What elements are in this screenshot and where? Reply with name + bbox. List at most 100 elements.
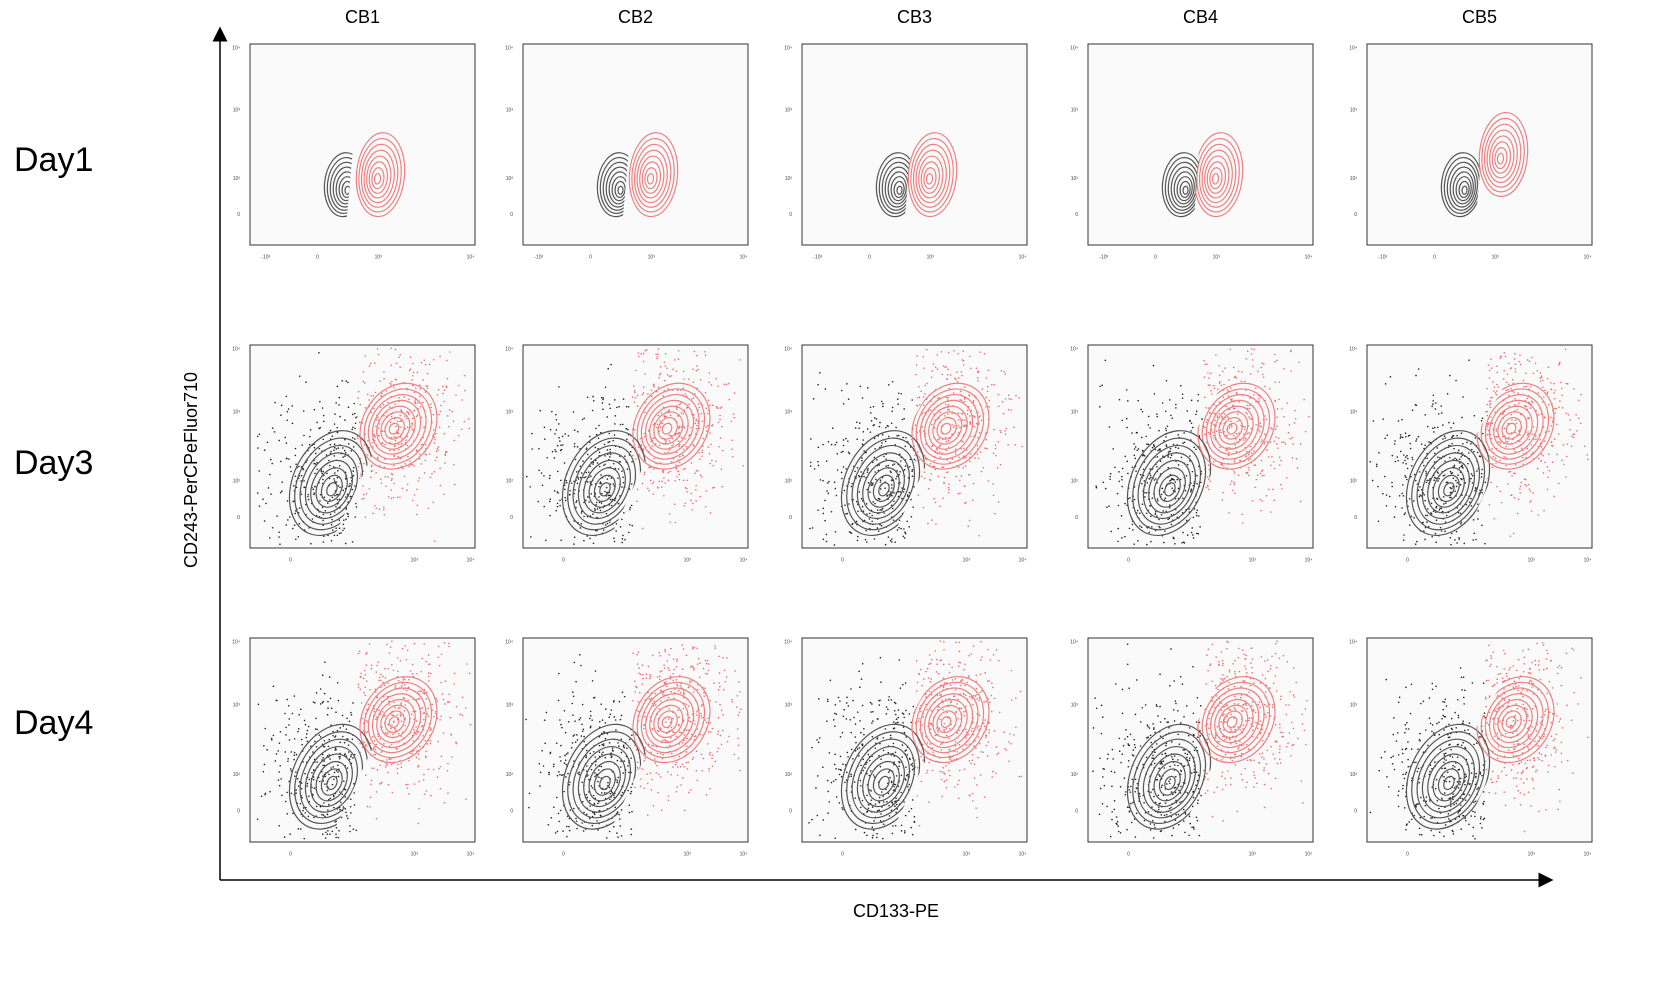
event-dot: [684, 394, 686, 396]
event-dot: [353, 446, 355, 448]
event-dot: [1438, 478, 1440, 480]
event-dot: [951, 413, 953, 415]
event-dot: [603, 529, 605, 531]
event-dot: [328, 804, 330, 806]
event-dot: [368, 488, 370, 490]
event-dot: [666, 440, 668, 442]
event-dot: [691, 398, 693, 400]
event-dot: [657, 356, 659, 358]
event-dot: [1530, 386, 1532, 388]
event-dot: [731, 439, 733, 441]
event-dot: [538, 469, 540, 471]
event-dot: [464, 375, 466, 377]
event-dot: [300, 803, 302, 805]
event-dot: [577, 446, 579, 448]
event-dot: [1174, 543, 1176, 545]
event-dot: [433, 429, 435, 431]
event-dot: [1535, 438, 1537, 440]
event-dot: [276, 700, 278, 702]
event-dot: [1180, 479, 1182, 481]
event-dot: [969, 415, 971, 417]
event-dot: [454, 484, 456, 486]
event-dot: [963, 350, 965, 352]
event-dot: [668, 472, 670, 474]
event-dot: [1117, 528, 1119, 530]
event-dot: [1481, 469, 1483, 471]
event-dot: [1394, 443, 1396, 445]
event-dot: [1274, 381, 1276, 383]
y-tick-label: 10⁴: [505, 346, 513, 352]
event-dot: [1164, 497, 1166, 499]
event-dot: [834, 444, 836, 446]
event-dot: [568, 784, 570, 786]
event-dot: [359, 478, 361, 480]
event-dot: [458, 385, 460, 387]
event-dot: [1226, 406, 1228, 408]
event-dot: [1154, 479, 1156, 481]
event-dot: [941, 351, 943, 353]
event-dot: [574, 489, 576, 491]
event-dot: [446, 387, 448, 389]
event-dot: [1412, 409, 1414, 411]
event-dot: [871, 484, 873, 486]
event-dot: [1544, 440, 1546, 442]
event-dot: [314, 473, 316, 475]
event-dot: [1434, 427, 1436, 429]
event-dot: [603, 731, 605, 733]
event-dot: [339, 791, 341, 793]
event-dot: [658, 774, 660, 776]
event-dot: [402, 697, 404, 699]
event-dot: [308, 795, 310, 797]
event-dot: [668, 669, 670, 671]
event-dot: [385, 677, 387, 679]
event-dot: [347, 513, 349, 515]
event-dot: [695, 420, 697, 422]
event-dot: [931, 473, 933, 475]
event-dot: [1487, 411, 1489, 413]
event-dot: [375, 508, 377, 510]
event-dot: [464, 390, 466, 392]
event-dot: [526, 476, 528, 478]
event-dot: [1520, 364, 1522, 366]
event-dot: [1426, 457, 1428, 459]
event-dot: [942, 497, 944, 499]
event-dot: [361, 702, 363, 704]
event-dot: [1219, 374, 1221, 376]
event-dot: [287, 500, 289, 502]
event-dot: [284, 751, 286, 753]
event-dot: [412, 375, 414, 377]
event-dot: [941, 374, 943, 376]
event-dot: [286, 792, 288, 794]
event-dot: [1547, 476, 1549, 478]
event-dot: [1191, 532, 1193, 534]
event-dot: [669, 513, 671, 515]
event-dot: [957, 493, 959, 495]
event-dot: [1471, 505, 1473, 507]
event-dot: [1285, 443, 1287, 445]
event-dot: [374, 436, 376, 438]
event-dot: [700, 379, 702, 381]
event-dot: [564, 462, 566, 464]
event-dot: [881, 509, 883, 511]
event-dot: [1386, 435, 1388, 437]
event-dot: [1543, 396, 1545, 398]
event-dot: [893, 492, 895, 494]
event-dot: [353, 403, 355, 405]
event-dot: [585, 472, 587, 474]
event-dot: [638, 651, 640, 653]
event-dot: [1126, 461, 1128, 463]
event-dot: [1124, 503, 1126, 505]
event-dot: [1535, 436, 1537, 438]
event-dot: [389, 758, 391, 760]
event-dot: [327, 707, 329, 709]
event-dot: [610, 499, 612, 501]
event-dot: [379, 783, 381, 785]
event-dot: [1257, 474, 1259, 476]
event-dot: [1250, 446, 1252, 448]
event-dot: [637, 766, 639, 768]
event-dot: [948, 489, 950, 491]
event-dot: [640, 674, 642, 676]
event-dot: [981, 471, 983, 473]
